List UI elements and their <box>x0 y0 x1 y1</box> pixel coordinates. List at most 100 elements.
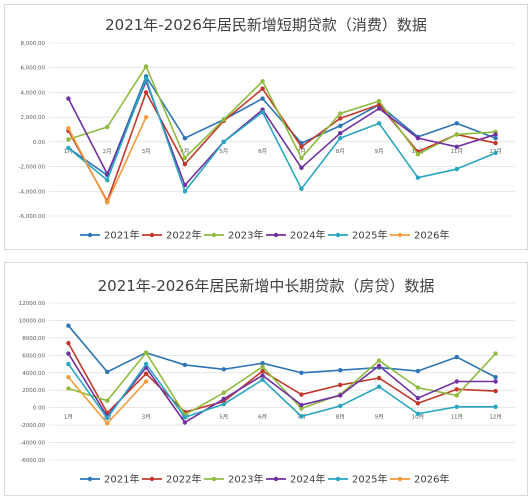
data-point <box>105 177 110 183</box>
legend-marker <box>149 232 155 238</box>
series-line <box>67 353 496 424</box>
legend-marker <box>397 232 403 238</box>
y-tick-label: 0.00 <box>33 140 46 146</box>
chart-panel-long-term-loans: 2021年-2026年居民新增中长期贷款（房贷）数据 12000.00 10000… <box>4 262 528 496</box>
data-point <box>454 387 459 392</box>
series-line <box>67 363 496 419</box>
data-point <box>299 165 304 171</box>
data-point <box>376 106 382 111</box>
x-tick-label: 1月 <box>64 414 73 421</box>
data-point <box>338 131 343 136</box>
legend-label: 2025年 <box>352 473 387 486</box>
legend-marker <box>273 476 279 482</box>
legend-label: 2022年 <box>166 473 201 486</box>
data-point <box>66 96 71 101</box>
data-point <box>454 393 459 398</box>
data-point <box>299 370 304 375</box>
x-tick-label: 5月 <box>219 414 228 421</box>
data-point <box>299 406 304 411</box>
y-tick-label: 8000.00 <box>22 336 45 342</box>
data-point <box>182 155 188 161</box>
legend-label: 2025年 <box>352 229 387 242</box>
y-tick-label: 12000.00 <box>19 301 46 307</box>
x-tick-label: 3月 <box>142 414 151 421</box>
legend-label: 2022年 <box>166 229 201 242</box>
legend-label: 2023年 <box>228 229 263 242</box>
data-point <box>66 323 71 328</box>
legend-label: 2023年 <box>228 473 263 486</box>
data-point <box>221 396 226 402</box>
data-point <box>182 189 188 194</box>
legend-marker <box>273 232 279 238</box>
data-point <box>221 139 226 145</box>
data-point <box>66 126 71 131</box>
data-point <box>182 362 188 368</box>
data-point <box>376 98 382 104</box>
data-point <box>143 371 149 376</box>
legend-label: 2021年 <box>104 473 139 486</box>
data-point <box>66 386 71 391</box>
y-tick-label: 8,000.00 <box>21 41 46 47</box>
data-point <box>415 411 421 416</box>
data-point <box>143 379 149 384</box>
data-point <box>66 374 71 380</box>
x-tick-label: 9月 <box>375 414 384 421</box>
series-line <box>68 65 496 159</box>
legend-marker <box>87 232 93 238</box>
data-point <box>338 111 343 116</box>
data-point <box>493 135 498 141</box>
data-point <box>143 76 149 82</box>
data-point <box>454 144 459 149</box>
data-point <box>415 152 421 157</box>
chart-panel-short-term-loans: 2021年-2026年居民新增短期贷款（消费）数据 8,000.00 6,000.… <box>4 4 528 250</box>
legend-marker <box>335 232 341 238</box>
data-point <box>182 420 188 425</box>
data-point <box>105 124 110 130</box>
data-point <box>260 86 265 91</box>
data-point <box>105 398 110 403</box>
data-point <box>260 364 265 369</box>
series-line <box>67 80 496 186</box>
data-point <box>260 79 265 84</box>
y-tick-label: -4000.00 <box>20 441 45 447</box>
data-point <box>66 340 71 346</box>
data-point <box>415 385 421 390</box>
legend-label: 2026年 <box>414 229 449 242</box>
y-tick-label: 10000.00 <box>19 318 46 324</box>
data-point <box>493 150 498 156</box>
data-point <box>299 414 304 419</box>
x-tick-label: 9月 <box>375 148 384 155</box>
x-tick-label: 8月 <box>336 414 345 421</box>
data-point <box>260 368 265 374</box>
x-tick-label: 1月 <box>64 148 73 155</box>
chart-title: 2021年-2026年居民新增中长期贷款（房贷）数据 <box>97 277 435 295</box>
y-tick-label: 6,000.00 <box>21 66 46 72</box>
data-point <box>66 351 71 356</box>
data-point <box>260 360 265 366</box>
data-point <box>221 401 226 407</box>
y-tick-label: -6,000.00 <box>19 214 46 220</box>
data-point <box>493 140 498 146</box>
legend-label: 2024年 <box>290 473 325 486</box>
data-point <box>299 392 304 397</box>
x-tick-label: 10月 <box>412 414 425 421</box>
data-point <box>454 379 459 384</box>
data-point <box>66 361 71 367</box>
x-tick-label: 3月 <box>142 148 151 155</box>
data-point <box>260 377 265 382</box>
data-point <box>221 117 226 122</box>
data-point <box>376 375 382 381</box>
data-point <box>454 404 459 409</box>
data-point <box>415 368 421 374</box>
y-tick-label: -4,000.00 <box>19 189 46 195</box>
data-point <box>338 135 343 141</box>
data-point <box>493 351 498 356</box>
legend-marker <box>211 476 217 482</box>
legend-marker <box>397 476 403 482</box>
data-point <box>493 388 498 394</box>
data-point <box>454 166 459 172</box>
data-point <box>493 132 498 137</box>
y-tick-label: 6000.00 <box>22 353 45 359</box>
data-point <box>221 390 226 396</box>
x-tick-label: 6月 <box>258 148 267 155</box>
